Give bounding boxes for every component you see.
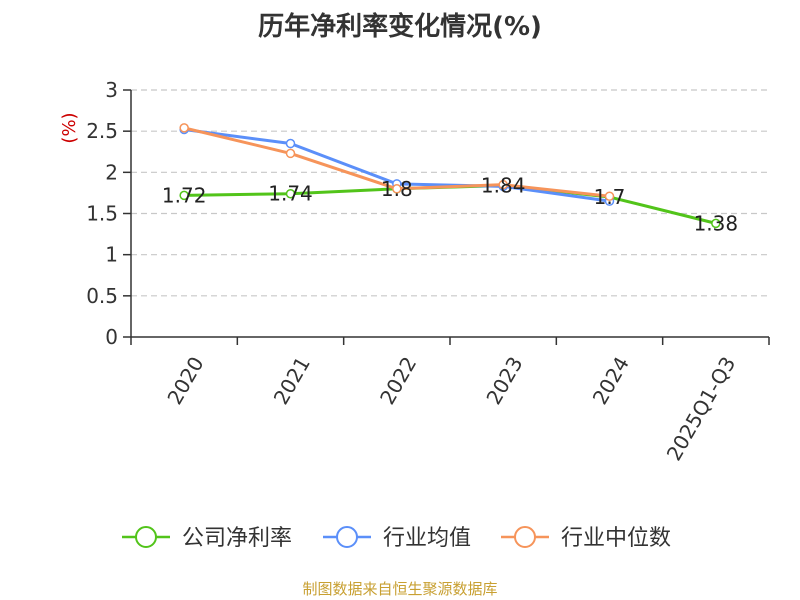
legend: 公司净利率 行业均值 行业中位数	[122, 526, 671, 551]
x-tick-label: 2024	[588, 353, 634, 409]
legend-marker	[514, 526, 536, 548]
series-group	[179, 123, 721, 229]
data-label: 1.74	[268, 182, 313, 206]
legend-label: 行业均值	[383, 526, 471, 551]
data-label: 1.7	[594, 185, 626, 209]
y-tick-label: 2.5	[86, 119, 118, 143]
y-tick-label: 1.5	[86, 202, 118, 226]
data-label: 1.72	[162, 183, 207, 207]
y-tick-labels: 0 0.5 1 1.5 2 2.5 3	[86, 78, 118, 349]
data-point	[285, 138, 296, 149]
y-tick-label: 0.5	[86, 284, 118, 308]
axes	[123, 89, 770, 345]
y-axis-label: (%)	[59, 112, 80, 143]
data-label: 1.8	[381, 177, 413, 201]
x-tick-label: 2023	[481, 352, 527, 408]
grid-lines	[131, 89, 769, 297]
data-point	[604, 191, 615, 201]
y-tick-label: 0	[105, 325, 118, 349]
x-tick-labels: 2020 2021 2022 2023 2024 2025Q1-Q3	[162, 352, 740, 464]
data-point	[179, 123, 189, 133]
y-tick-label: 3	[105, 78, 118, 102]
data-point	[285, 148, 296, 159]
data-point	[392, 184, 402, 194]
y-tick-label: 2	[105, 160, 118, 184]
source-note: 制图数据来自恒生聚源数据库	[302, 580, 497, 598]
series-line	[184, 184, 717, 225]
y-tick-label: 1	[105, 243, 118, 267]
data-point	[711, 218, 721, 229]
x-tick-label: 2020	[162, 353, 208, 409]
data-point	[179, 190, 189, 201]
legend-label: 公司净利率	[182, 526, 292, 551]
x-tick-label: 2021	[269, 353, 315, 409]
legend-marker	[336, 526, 358, 548]
legend-label: 行业中位数	[561, 526, 671, 551]
data-labels: 1.72 1.74 1.8 1.84 1.7 1.38	[162, 174, 738, 236]
data-point	[498, 179, 508, 190]
data-label: 1.38	[694, 211, 739, 235]
data-label: 1.84	[481, 174, 526, 198]
chart-title: 历年净利率变化情况(%)	[258, 11, 542, 42]
data-point	[285, 188, 296, 199]
x-tick-label: 2025Q1-Q3	[662, 353, 741, 465]
legend-marker	[135, 526, 157, 548]
x-tick-label: 2022	[375, 353, 421, 409]
